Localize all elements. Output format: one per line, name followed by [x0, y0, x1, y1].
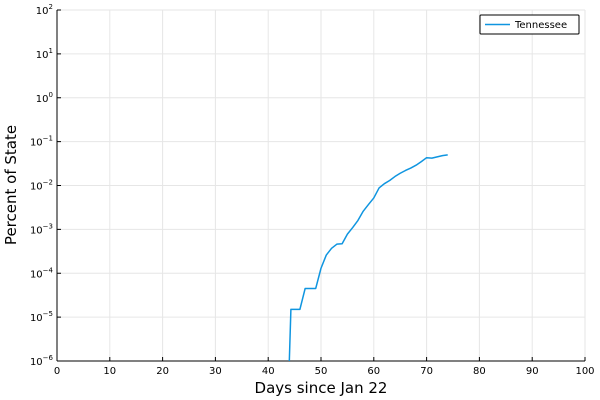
y-tick-label: 101 — [36, 47, 53, 61]
x-tick-label: 30 — [209, 366, 222, 377]
y-tick-label: 10−1 — [30, 135, 53, 149]
grid-lines — [56, 9, 586, 362]
x-tick-label: 60 — [367, 366, 380, 377]
x-tick-label: 50 — [315, 366, 328, 377]
x-tick-label: 80 — [473, 366, 486, 377]
x-tick-label: 40 — [262, 366, 275, 377]
series-lines — [288, 154, 448, 362]
x-tick-label: 0 — [54, 366, 60, 377]
y-tick-label: 10−5 — [30, 310, 53, 324]
x-tick-label: 70 — [420, 366, 433, 377]
y-tick-label: 10−6 — [30, 354, 54, 368]
x-tick-label: 20 — [156, 366, 169, 377]
y-tick-label: 100 — [36, 91, 53, 105]
legend: Tennessee — [479, 14, 580, 35]
y-axis-title: Percent of State — [2, 125, 20, 245]
y-tick-label: 10−3 — [30, 222, 53, 236]
legend-label: Tennessee — [514, 20, 567, 31]
x-tick-label: 10 — [103, 366, 116, 377]
x-axis-title: Days since Jan 22 — [255, 379, 388, 397]
x-ticks: 0 10 20 30 40 50 60 70 80 90 100 — [54, 357, 595, 377]
y-ticks: 102 101 100 10−1 10−2 10−3 10−4 10−5 10−6 — [30, 3, 61, 368]
x-tick-label: 100 — [575, 366, 594, 377]
y-tick-label: 102 — [36, 3, 53, 17]
y-tick-label: 10−4 — [30, 266, 54, 280]
legend-box — [479, 14, 580, 35]
x-tick-label: 90 — [526, 366, 539, 377]
y-tick-label: 10−2 — [30, 179, 53, 193]
series-line-tennessee — [288, 154, 448, 362]
